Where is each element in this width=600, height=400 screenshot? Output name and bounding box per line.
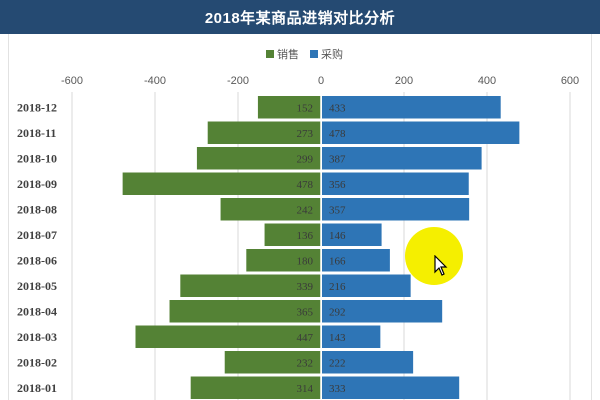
mouse-cursor-icon [434,255,448,276]
x-tick-label: 400 [478,75,496,87]
purchase-bar [322,351,414,374]
purchase-bar [322,121,520,144]
sales-bar [190,376,321,399]
legend-swatch-sales [266,50,274,58]
sales-data-label: 478 [297,179,314,191]
category-label: 2018-09 [17,177,57,191]
x-tick-label: 0 [318,75,324,87]
plot-frame [8,34,592,400]
category-label: 2018-12 [17,100,57,114]
purchase-bar [322,274,411,297]
sales-data-label: 299 [297,153,314,165]
sales-bar [207,121,321,144]
sales-data-label: 339 [297,281,314,293]
sales-data-label: 273 [297,128,314,140]
sales-bar [196,147,321,170]
sales-bar [169,300,321,323]
sales-data-label: 180 [297,255,314,267]
sales-data-label: 242 [297,204,314,216]
purchase-data-label: 143 [329,332,346,344]
category-label: 2018-05 [17,279,57,293]
purchase-bar [322,249,390,272]
legend-label-purchase: 采购 [321,47,343,61]
sales-data-label: 365 [297,306,314,318]
purchase-bar [322,325,381,348]
chart-title-bar: 2018年某商品进销对比分析 [0,0,600,34]
category-label: 2018-04 [17,304,57,318]
sales-data-label: 314 [297,383,314,395]
sales-bar [246,249,321,272]
purchase-data-label: 387 [329,153,346,165]
category-label: 2018-07 [17,228,57,242]
category-label: 2018-06 [17,253,57,267]
purchase-bar [322,96,501,119]
sales-bar [224,351,321,374]
sales-data-label: 232 [297,357,314,369]
purchase-data-label: 222 [329,357,346,369]
purchase-data-label: 166 [329,255,346,267]
x-tick-label: 200 [395,75,413,87]
category-label: 2018-01 [17,381,57,395]
cursor-highlight [405,227,463,285]
sales-bar [257,96,321,119]
purchase-data-label: 333 [329,383,346,395]
purchase-bar [322,223,382,246]
purchase-data-label: 357 [329,204,346,216]
purchase-data-label: 356 [329,179,346,191]
sales-bar [122,172,321,195]
purchase-data-label: 146 [329,230,346,242]
purchase-data-label: 478 [329,128,346,140]
purchase-bar [322,198,470,221]
x-tick-label: -200 [227,75,249,87]
category-label: 2018-11 [17,126,56,140]
purchase-bar [322,172,469,195]
purchase-bar [322,300,443,323]
purchase-bar [322,376,460,399]
purchase-data-label: 216 [329,281,346,293]
category-label: 2018-10 [17,151,57,165]
sales-bar [264,223,321,246]
x-tick-label: 600 [561,75,579,87]
category-label: 2018-03 [17,330,57,344]
legend-label-sales: 销售 [277,47,299,61]
sales-data-label: 152 [297,102,314,114]
sales-bar [220,198,321,221]
chart-title: 2018年某商品进销对比分析 [204,9,396,27]
purchase-data-label: 433 [329,102,346,114]
legend-swatch-purchase [310,50,318,58]
category-label: 2018-02 [17,355,57,369]
sales-data-label: 447 [297,332,314,344]
purchase-data-label: 292 [329,306,346,318]
sales-bar [180,274,321,297]
x-tick-label: -600 [61,75,83,87]
sales-data-label: 136 [297,230,314,242]
category-label: 2018-08 [17,202,57,216]
purchase-bar [322,147,482,170]
x-tick-label: -400 [144,75,166,87]
sales-bar [135,325,321,348]
